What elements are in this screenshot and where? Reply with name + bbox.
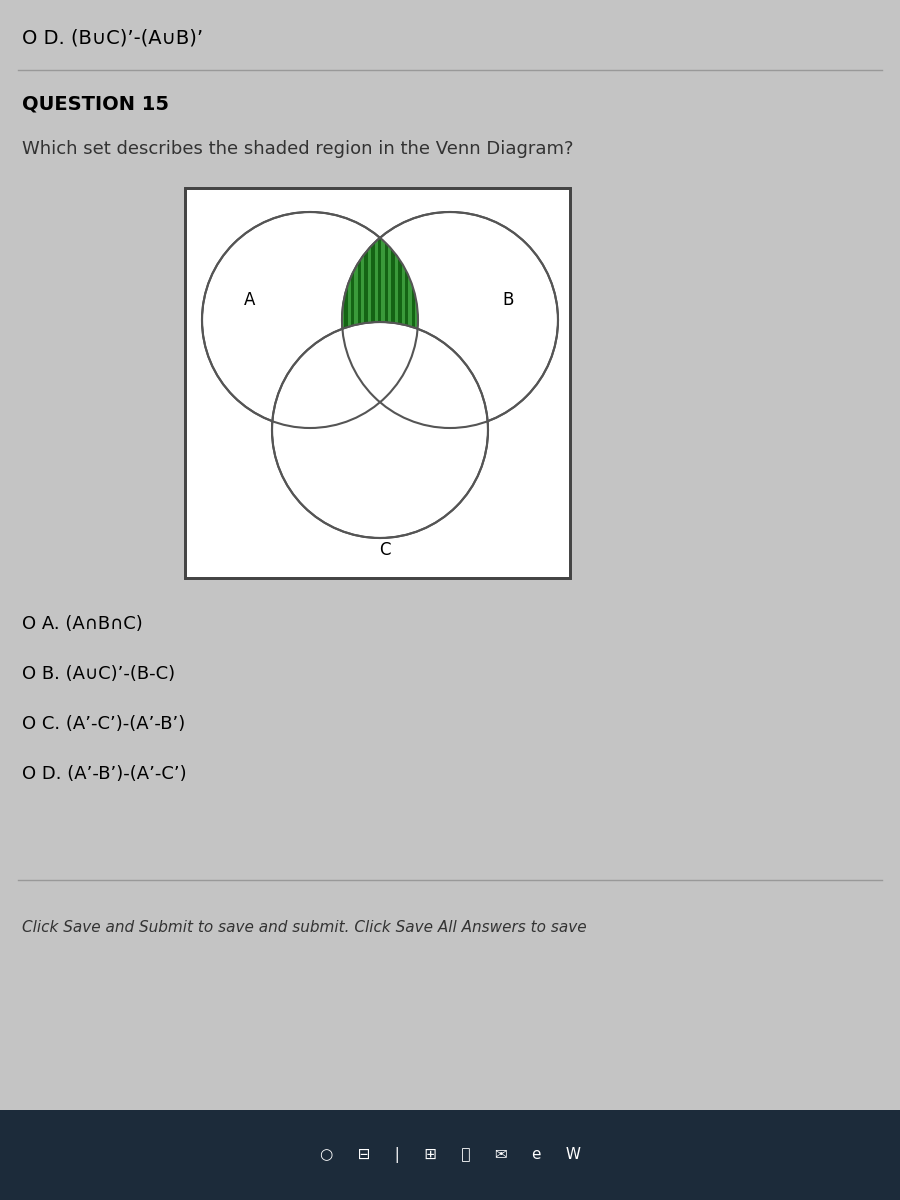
Text: Which set describes the shaded region in the Venn Diagram?: Which set describes the shaded region in… <box>22 140 573 158</box>
Circle shape <box>272 322 488 538</box>
Text: C: C <box>379 541 391 559</box>
Text: O B. (A∪C)’-(B-C): O B. (A∪C)’-(B-C) <box>22 665 176 683</box>
Text: Click Save and Submit to save and submit. Click Save All Answers to save: Click Save and Submit to save and submit… <box>22 920 587 935</box>
Text: ○     ⊟     |     ⊞     🔒     ✉     e     W: ○ ⊟ | ⊞ 🔒 ✉ e W <box>320 1147 580 1163</box>
Text: QUESTION 15: QUESTION 15 <box>22 95 169 114</box>
Bar <box>185 188 570 578</box>
Text: O D. (A’-B’)-(A’-C’): O D. (A’-B’)-(A’-C’) <box>22 766 186 782</box>
Text: O C. (A’-C’)-(A’-B’): O C. (A’-C’)-(A’-B’) <box>22 715 185 733</box>
Text: O D. (B∪C)’-(A∪B)’: O D. (B∪C)’-(A∪B)’ <box>22 28 203 47</box>
Text: A: A <box>244 290 256 308</box>
Text: B: B <box>502 290 514 308</box>
Bar <box>0 1110 900 1200</box>
Circle shape <box>342 212 558 428</box>
Bar <box>185 188 570 578</box>
Text: O A. (A∩B∩C): O A. (A∩B∩C) <box>22 614 143 634</box>
Circle shape <box>202 212 418 428</box>
